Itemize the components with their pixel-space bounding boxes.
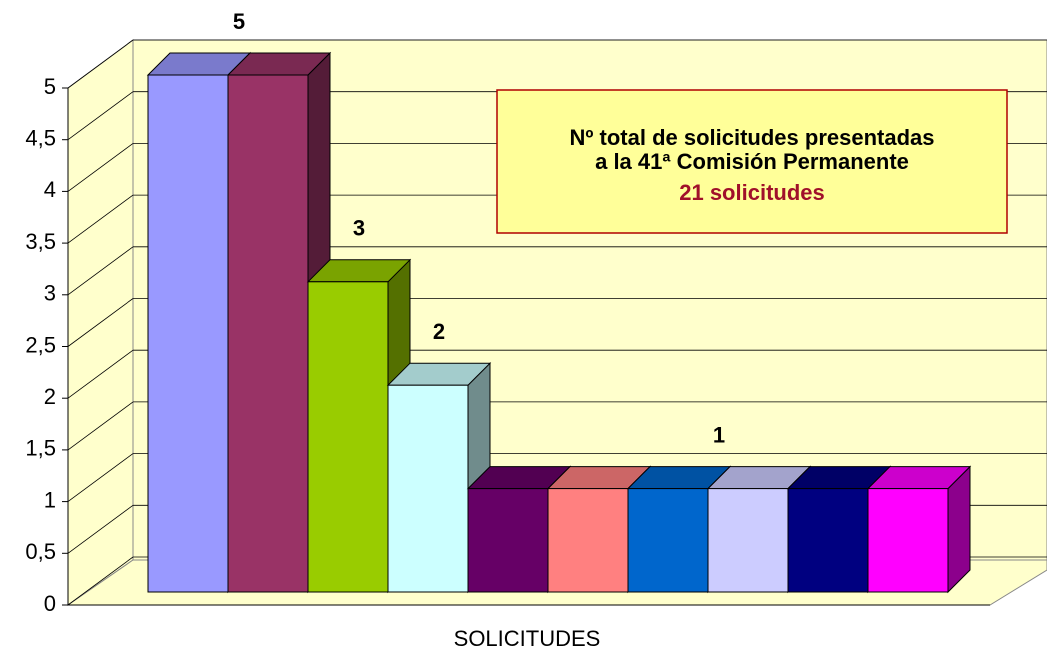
grid-line: [67, 194, 134, 244]
y-tick-label: 0,5: [25, 539, 56, 564]
y-tick-label: 1,5: [25, 436, 56, 461]
grid-line: [67, 91, 134, 141]
bar: [387, 384, 469, 593]
grid-line: [67, 401, 134, 451]
bar: [307, 281, 389, 593]
data-label: 3: [353, 216, 365, 241]
data-label: 5: [233, 9, 245, 34]
annotation-line: a la 41ª Comisión Permanente: [595, 149, 909, 174]
y-tick-label: 4,5: [25, 126, 56, 151]
y-tick-label: 5: [44, 74, 56, 99]
y-tick-label: 3: [44, 281, 56, 306]
grid-line: [67, 298, 134, 347]
y-tick-label: 2,5: [25, 332, 56, 357]
annotation-line: Nº total de solicitudes presentadas: [569, 125, 934, 150]
bar: [467, 488, 549, 593]
y-tick-label: 2: [44, 384, 56, 409]
bars: [146, 51, 972, 594]
bar: [227, 74, 309, 593]
grid-line: [67, 39, 134, 89]
y-tick-label: 4: [44, 177, 56, 202]
y-tick-label: 3,5: [25, 229, 56, 254]
bar: [547, 488, 629, 593]
grid-line: [67, 246, 134, 296]
grid-line: [67, 453, 134, 502]
bar: [147, 74, 229, 593]
labels: 5 3 2 1: [233, 9, 725, 448]
bar: [627, 488, 709, 593]
bar: [867, 488, 949, 593]
grid-line: [67, 556, 134, 606]
y-tick-label: 1: [44, 487, 56, 512]
data-label: 2: [433, 319, 445, 344]
bar: [787, 488, 869, 593]
annotation-box: [496, 89, 1008, 234]
bar: [707, 488, 789, 593]
grid-line: [67, 143, 134, 192]
annotation-highlight: 21 solicitudes: [679, 180, 825, 205]
grid-line: [67, 349, 134, 399]
data-label: 1: [713, 422, 725, 447]
grid-line: [67, 504, 134, 554]
y-tick-label: 0: [44, 591, 56, 616]
x-category-label: SOLICITUDES: [454, 626, 601, 651]
